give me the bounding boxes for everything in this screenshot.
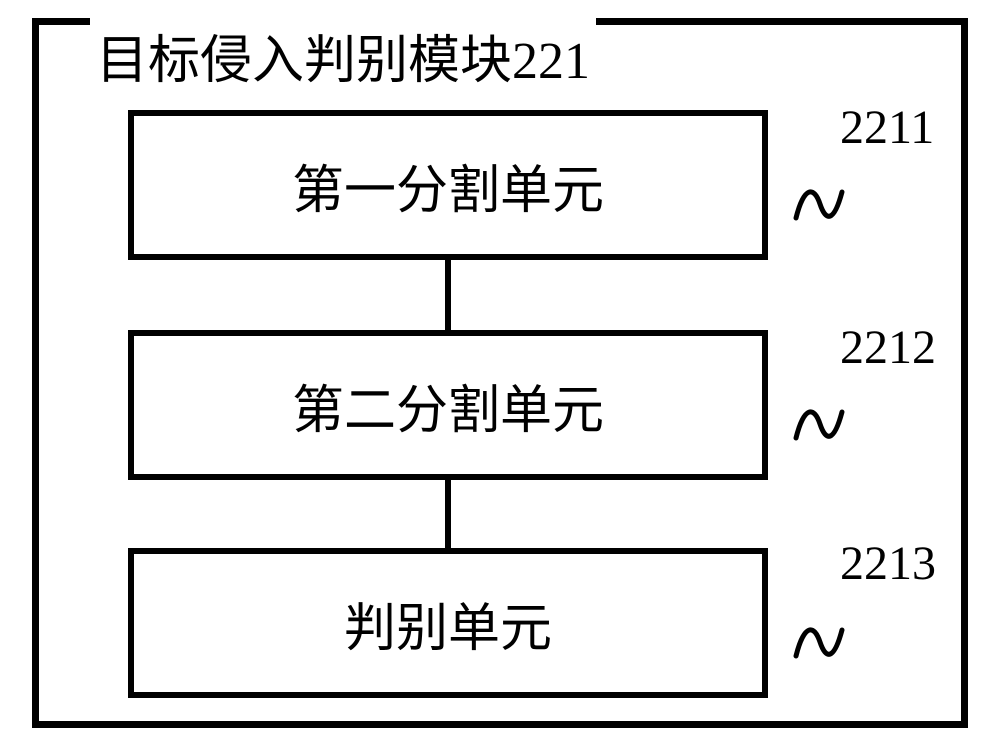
connector-2-3 xyxy=(445,480,451,548)
node-box-2: 第二分割单元 xyxy=(128,330,768,480)
ref-connector-1 xyxy=(790,178,848,230)
ref-connector-2 xyxy=(790,398,848,450)
ref-label-1: 2211 xyxy=(840,100,934,155)
node-label-3: 判别单元 xyxy=(344,586,552,661)
ref-connector-3 xyxy=(790,616,848,668)
ref-label-2: 2212 xyxy=(840,320,936,375)
node-box-3: 判别单元 xyxy=(128,548,768,698)
node-box-1: 第一分割单元 xyxy=(128,110,768,260)
node-label-2: 第二分割单元 xyxy=(292,368,604,443)
module-title: 目标侵入判别模块221 xyxy=(90,18,596,93)
diagram-canvas: 目标侵入判别模块221 第一分割单元 2211 第二分割单元 2212 判别单元… xyxy=(0,0,1000,743)
node-label-1: 第一分割单元 xyxy=(292,148,604,223)
ref-label-3: 2213 xyxy=(840,536,936,591)
connector-1-2 xyxy=(445,260,451,330)
